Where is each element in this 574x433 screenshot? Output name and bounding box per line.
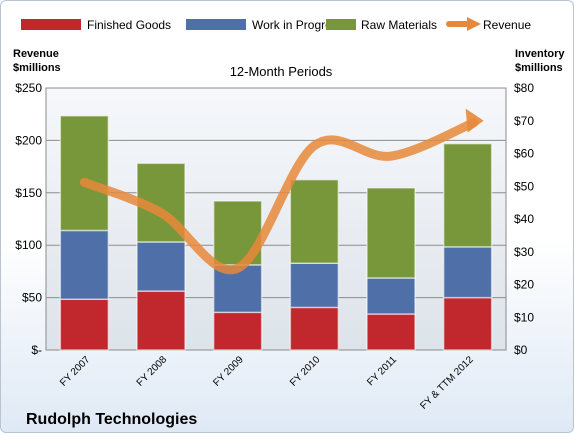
left-tick-label: $- <box>31 343 42 357</box>
bar-raw-materials <box>442 142 493 248</box>
revenue-arrowhead <box>465 108 484 133</box>
bar-work-in-progress <box>442 246 493 299</box>
bar-finished-goods <box>59 298 110 351</box>
right-tick-label: $40 <box>514 212 534 226</box>
left-tick-label: $200 <box>15 133 42 147</box>
right-tick-label: $60 <box>514 147 534 161</box>
right-tick-label: $10 <box>514 310 534 324</box>
left-tick-label: $100 <box>15 238 42 252</box>
right-axis-ticks: $0 $10 $20 $30 $40 $50 $60 $70 $80 <box>514 81 534 357</box>
left-tick-label: $50 <box>22 291 42 305</box>
legend: Finished Goods Work in Progress Raw Mate… <box>21 17 531 32</box>
right-tick-label: $20 <box>514 278 534 292</box>
revenue-line <box>79 118 479 275</box>
revenue-line-group <box>79 108 484 275</box>
bar-work-in-progress <box>136 241 186 292</box>
legend-swatch-finished-goods <box>21 19 81 30</box>
bar-work-in-progress <box>366 277 416 315</box>
right-axis-title-line2: $millions <box>515 62 563 74</box>
right-tick-label: $70 <box>514 114 534 128</box>
right-tick-label: $0 <box>514 343 528 357</box>
left-tick-label: $150 <box>15 186 42 200</box>
right-tick-label: $50 <box>514 179 534 193</box>
right-tick-label: $30 <box>514 245 534 259</box>
legend-label-raw-materials: Raw Materials <box>361 18 437 32</box>
company-name: Rudolph Technologies <box>26 411 197 428</box>
x-tick-label: FY & TTM 2012 <box>418 354 476 412</box>
right-axis-title-line1: Inventory <box>515 48 565 60</box>
legend-arrow-revenue <box>467 17 481 31</box>
bar-finished-goods <box>136 290 186 351</box>
bar-finished-goods <box>366 313 416 351</box>
bar-finished-goods <box>212 311 263 351</box>
legend-label-finished-goods: Finished Goods <box>87 18 171 32</box>
x-tick-label: FY 2008 <box>135 354 170 389</box>
bar-finished-goods <box>442 296 493 351</box>
x-tick-label: FY 2009 <box>211 354 246 389</box>
bar-work-in-progress <box>59 229 110 300</box>
x-tick-label: FY 2011 <box>365 354 399 388</box>
x-tick-label: FY 2007 <box>58 354 93 389</box>
legend-label-work-in-progress: Work in Progress <box>252 18 344 32</box>
chart-subtitle: 12-Month Periods <box>230 64 333 79</box>
bar-raw-materials <box>59 115 110 232</box>
left-tick-label: $250 <box>15 81 42 95</box>
right-tick-label: $80 <box>514 81 534 95</box>
bar-finished-goods <box>289 306 340 351</box>
bar-raw-materials <box>289 178 340 264</box>
left-axis-title-line1: Revenue <box>13 48 59 60</box>
x-tick-label: FY 2010 <box>288 354 323 389</box>
bars-group <box>59 115 493 351</box>
legend-swatch-raw-materials <box>326 19 356 30</box>
left-axis-title-line2: $millions <box>13 62 61 74</box>
legend-swatch-work-in-progress <box>186 19 246 30</box>
legend-label-revenue: Revenue <box>483 18 531 32</box>
x-axis-ticks: FY 2007 FY 2008 FY 2009 FY 2010 FY 2011 FY & … <box>58 354 476 412</box>
left-axis-ticks: $- $50 $100 $150 $200 $250 <box>15 81 42 357</box>
bar-work-in-progress <box>289 262 340 309</box>
bar-raw-materials <box>366 187 416 279</box>
